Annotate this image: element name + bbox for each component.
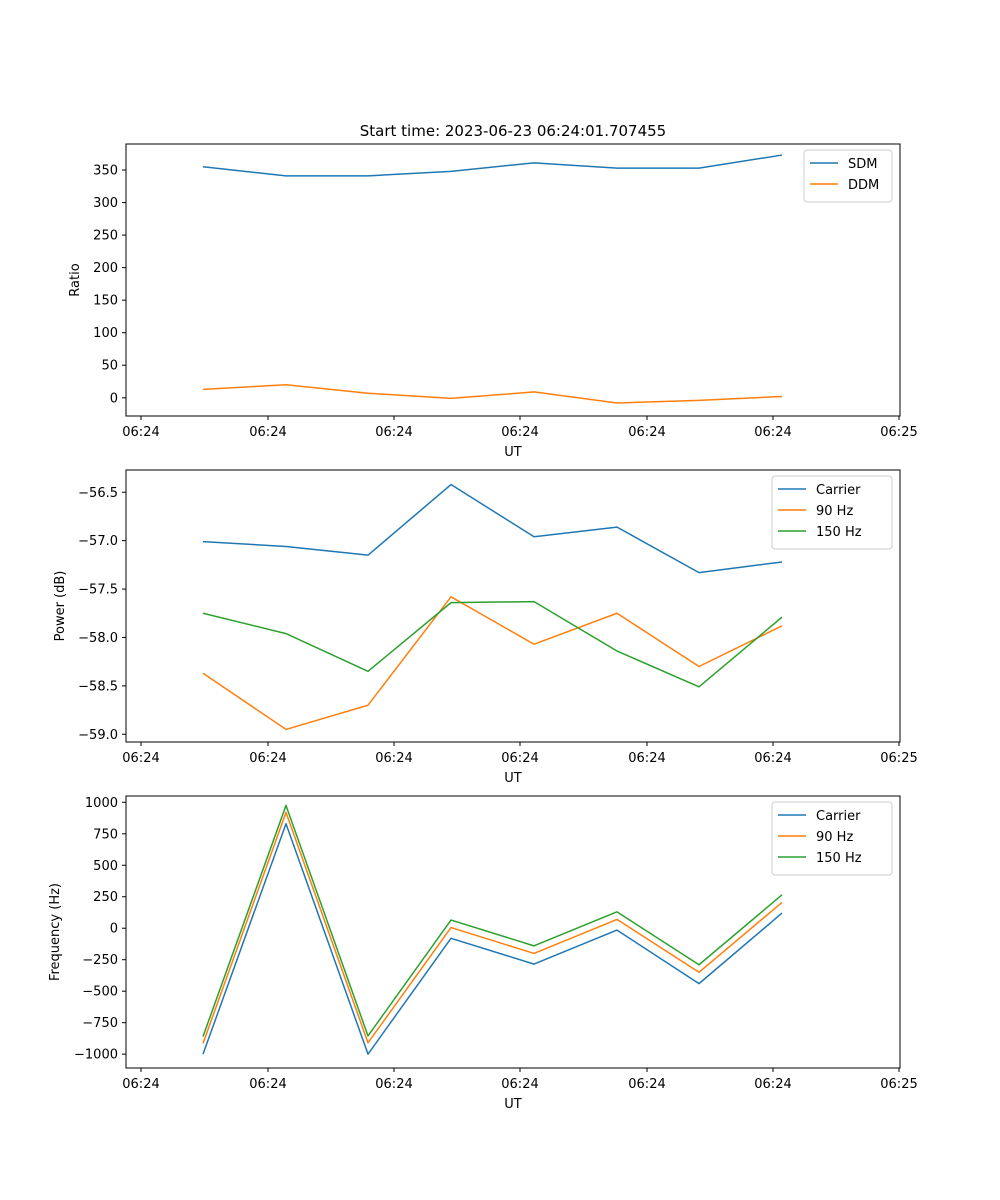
- x-tick-label: 06:24: [249, 1077, 286, 1092]
- y-tick-label: −58.5: [78, 679, 118, 694]
- x-tick-label: 06:24: [628, 425, 665, 440]
- x-tick-label: 06:24: [375, 425, 412, 440]
- y-tick-label: −500: [82, 985, 118, 1000]
- y-tick-label: 0: [110, 922, 118, 937]
- y-tick-label: 150: [93, 294, 118, 309]
- series-line-90-hz: [202, 811, 783, 1044]
- x-tick-label: 06:24: [249, 751, 286, 766]
- x-axis-label: UT: [504, 445, 522, 460]
- y-axis-label: Ratio: [68, 263, 83, 296]
- y-axis-label: Power (dB): [53, 571, 68, 642]
- y-tick-label: −59.0: [78, 728, 118, 743]
- y-tick-label: 500: [93, 859, 118, 874]
- y-tick-label: 750: [93, 827, 118, 842]
- x-tick-label: 06:24: [501, 751, 538, 766]
- y-tick-label: 1000: [85, 796, 118, 811]
- y-tick-label: 0: [110, 391, 118, 406]
- x-tick-label: 06:24: [628, 1077, 665, 1092]
- y-tick-label: 350: [93, 164, 118, 179]
- legend-label: 150 Hz: [816, 525, 862, 540]
- y-tick-label: −57.5: [78, 583, 118, 598]
- series-line-carrier: [202, 822, 783, 1055]
- chart-panel-3: 06:24 06:24 06:24 06:24 06:24 06:24 06:25 −1000…: [48, 795, 918, 1112]
- x-tick-label: 06:24: [249, 425, 286, 440]
- x-tick-label: 06:24: [375, 1077, 412, 1092]
- series-line-ddm: [202, 384, 783, 404]
- x-axis-label: UT: [504, 1097, 522, 1112]
- x-tick-label: 06:24: [375, 751, 412, 766]
- y-axis-label: Frequency (Hz): [48, 883, 63, 981]
- axes-frame: [125, 143, 901, 417]
- x-tick-label: 06:24: [754, 751, 791, 766]
- series-line-90-hz: [202, 596, 783, 731]
- x-tick-label: 06:25: [880, 425, 917, 440]
- x-tick-label: 06:24: [122, 425, 159, 440]
- legend: Carrier 90 Hz 150 Hz: [771, 801, 893, 876]
- x-tick-label: 06:25: [880, 1077, 917, 1092]
- y-tick-label: −1000: [74, 1048, 118, 1063]
- x-tick-label: 06:24: [754, 425, 791, 440]
- series-line-carrier: [202, 483, 783, 574]
- y-tick-label: −250: [82, 953, 118, 968]
- y-tick-label: −58.0: [78, 631, 118, 646]
- x-tick-label: 06:24: [122, 1077, 159, 1092]
- x-tick-label: 06:24: [122, 751, 159, 766]
- legend: SDM DDM: [803, 149, 893, 203]
- y-tick-label: 300: [93, 196, 118, 211]
- legend-label: Carrier: [816, 809, 861, 824]
- series-line-sdm: [202, 154, 783, 177]
- y-tick-label: −750: [82, 1016, 118, 1031]
- legend-label: 90 Hz: [816, 504, 853, 519]
- x-tick-label: 06:25: [880, 751, 917, 766]
- chart-panel-2: 06:24 06:24 06:24 06:24 06:24 06:24 06:25 −59.0…: [53, 469, 918, 786]
- x-tick-label: 06:24: [501, 1077, 538, 1092]
- x-tick-label: 06:24: [628, 751, 665, 766]
- legend-label: 150 Hz: [816, 851, 862, 866]
- legend: Carrier 90 Hz 150 Hz: [771, 475, 893, 550]
- y-tick-label: 100: [93, 326, 118, 341]
- x-axis-label: UT: [504, 771, 522, 786]
- axes-frame: [125, 469, 901, 743]
- chart-title: Start time: 2023-06-23 06:24:01.707455: [360, 122, 666, 140]
- x-tick-label: 06:24: [501, 425, 538, 440]
- legend-label: Carrier: [816, 483, 861, 498]
- y-tick-label: 250: [93, 890, 118, 905]
- legend-label: DDM: [848, 178, 879, 193]
- axes-frame: [125, 795, 901, 1069]
- y-tick-label: 50: [101, 359, 118, 374]
- series-line-150-hz: [202, 600, 783, 688]
- legend-label: SDM: [848, 157, 877, 172]
- chart-panel-1: 06:24 06:24 06:24 06:24 06:24 06:24 06:25 0 50 10…: [68, 143, 918, 460]
- y-tick-label: −56.5: [78, 486, 118, 501]
- y-tick-label: 200: [93, 261, 118, 276]
- y-tick-label: 250: [93, 229, 118, 244]
- series-line-150-hz: [202, 804, 783, 1037]
- legend-label: 90 Hz: [816, 830, 853, 845]
- x-tick-label: 06:24: [754, 1077, 791, 1092]
- y-tick-label: −57.0: [78, 534, 118, 549]
